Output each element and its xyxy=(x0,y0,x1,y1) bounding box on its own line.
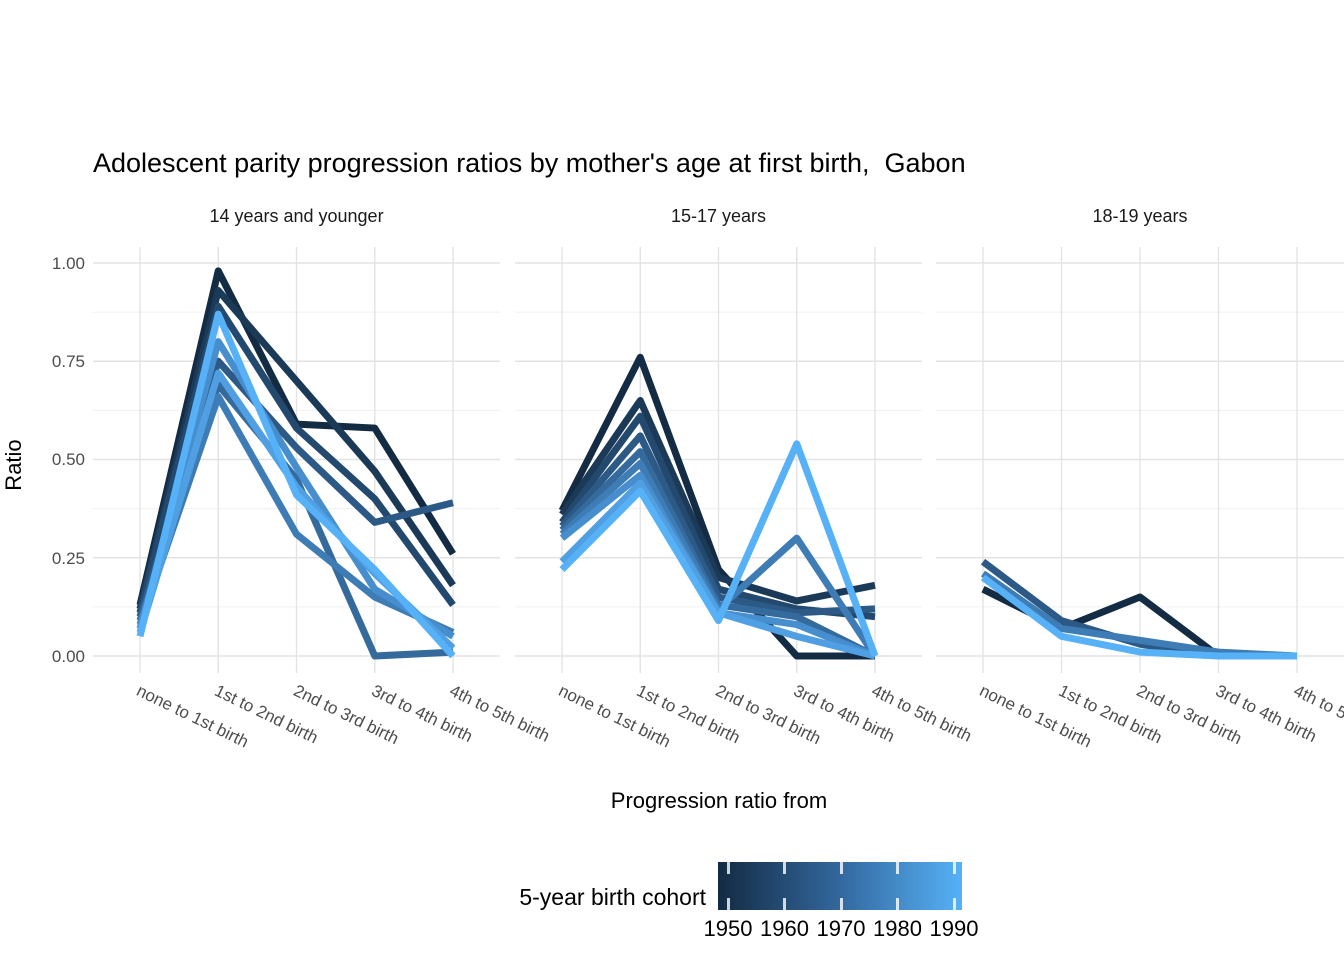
legend-tick-mark xyxy=(783,898,786,910)
y-tick-label: 0.00 xyxy=(51,647,85,666)
cohort-line-1965 xyxy=(559,432,876,617)
facet-panel-1 xyxy=(515,247,922,673)
legend-tick-mark xyxy=(952,862,956,874)
cohort-line-1990 xyxy=(559,440,879,658)
x-axis-title: Progression ratio from xyxy=(610,788,828,813)
y-tick-label: 0.75 xyxy=(51,352,85,371)
legend-tick-label: 1950 xyxy=(703,916,753,941)
legend-tick-label: 1970 xyxy=(816,916,866,941)
legend-tick-mark xyxy=(896,862,899,874)
legend-tick-label: 1980 xyxy=(873,916,922,941)
y-axis-title: Ratio xyxy=(1,439,26,491)
chart-title: Adolescent parity progression ratios by … xyxy=(93,148,966,178)
legend-tick-mark xyxy=(726,898,730,910)
legend-title: 5-year birth cohort xyxy=(519,884,706,910)
legend-tick-mark xyxy=(839,898,843,910)
legend-tick-mark xyxy=(839,862,843,874)
legend-tick-mark xyxy=(896,898,899,910)
legend-tick-mark xyxy=(952,898,956,910)
legend-tick-mark xyxy=(726,862,730,874)
legend-tick-label: 1990 xyxy=(929,916,979,941)
legend-tick-label: 1960 xyxy=(760,916,809,941)
facet-strip-14-and-younger: 14 years and younger xyxy=(209,206,384,226)
facet-strip-18-19: 18-19 years xyxy=(1092,206,1188,226)
cohort-line-1990 xyxy=(136,310,456,659)
y-tick-label: 0.50 xyxy=(51,450,85,469)
facet-panel-2 xyxy=(936,247,1344,673)
y-tick-label: 0.25 xyxy=(51,549,85,568)
y-tick-label: 1.00 xyxy=(51,254,85,273)
facet-panel-0 xyxy=(93,247,500,673)
facet-strip-15-17: 15-17 years xyxy=(670,206,767,226)
legend-tick-mark xyxy=(783,862,786,874)
cohort-line-1980 xyxy=(136,338,455,640)
cohort-line-1990 xyxy=(980,574,1297,660)
cohort-line-1955 xyxy=(559,397,876,605)
